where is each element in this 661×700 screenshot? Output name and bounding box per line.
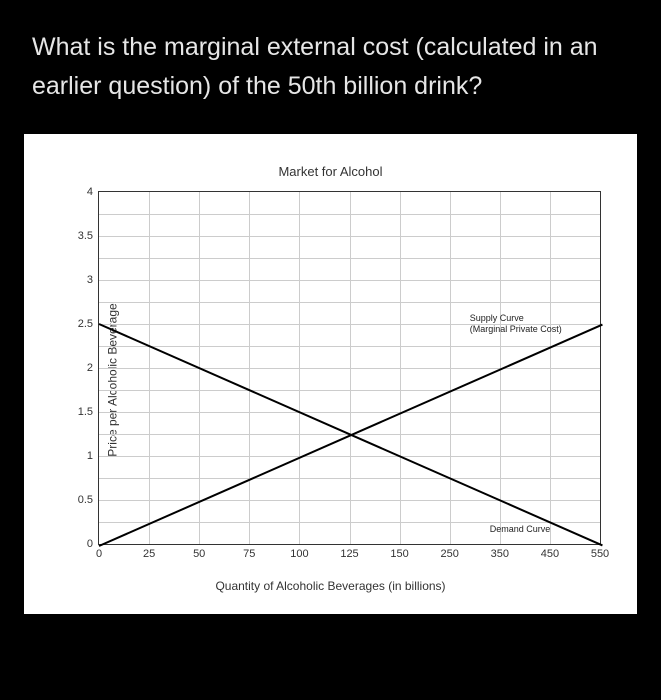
x-tick-label: 150 (390, 544, 408, 560)
gridline-v (149, 192, 150, 544)
y-tick-label: 3 (87, 274, 99, 286)
x-tick-label: 75 (243, 544, 255, 560)
gridline-v (400, 192, 401, 544)
y-tick-label: 0.5 (78, 494, 99, 506)
question-text: What is the marginal external cost (calc… (0, 0, 661, 126)
supply-curve-label: Supply Curve(Marginal Private Cost) (470, 313, 562, 335)
x-tick-label: 350 (491, 544, 509, 560)
plot-area: 00.511.522.533.5402550751001251502503504… (98, 191, 601, 545)
gridline-v (550, 192, 551, 544)
gridline-v (350, 192, 351, 544)
demand-curve-label: Demand Curve (490, 524, 551, 535)
x-tick-label: 25 (143, 544, 155, 560)
y-tick-label: 3.5 (78, 230, 99, 242)
gridline-v (299, 192, 300, 544)
x-axis-label: Quantity of Alcoholic Beverages (in bill… (42, 579, 619, 593)
x-tick-label: 250 (441, 544, 459, 560)
x-tick-label: 100 (290, 544, 308, 560)
y-tick-label: 1 (87, 450, 99, 462)
chart-panel: Market for Alcohol Price per Alcoholic B… (24, 134, 637, 614)
y-tick-label: 2.5 (78, 318, 99, 330)
plot-wrap: Price per Alcoholic Beverage 00.511.522.… (42, 185, 619, 575)
chart-title: Market for Alcohol (42, 164, 619, 179)
x-tick-label: 450 (541, 544, 559, 560)
gridline-v (249, 192, 250, 544)
x-tick-label: 125 (340, 544, 358, 560)
gridline-v (450, 192, 451, 544)
x-tick-label: 50 (193, 544, 205, 560)
y-tick-label: 4 (87, 186, 99, 198)
y-tick-label: 2 (87, 362, 99, 374)
y-tick-label: 1.5 (78, 406, 99, 418)
